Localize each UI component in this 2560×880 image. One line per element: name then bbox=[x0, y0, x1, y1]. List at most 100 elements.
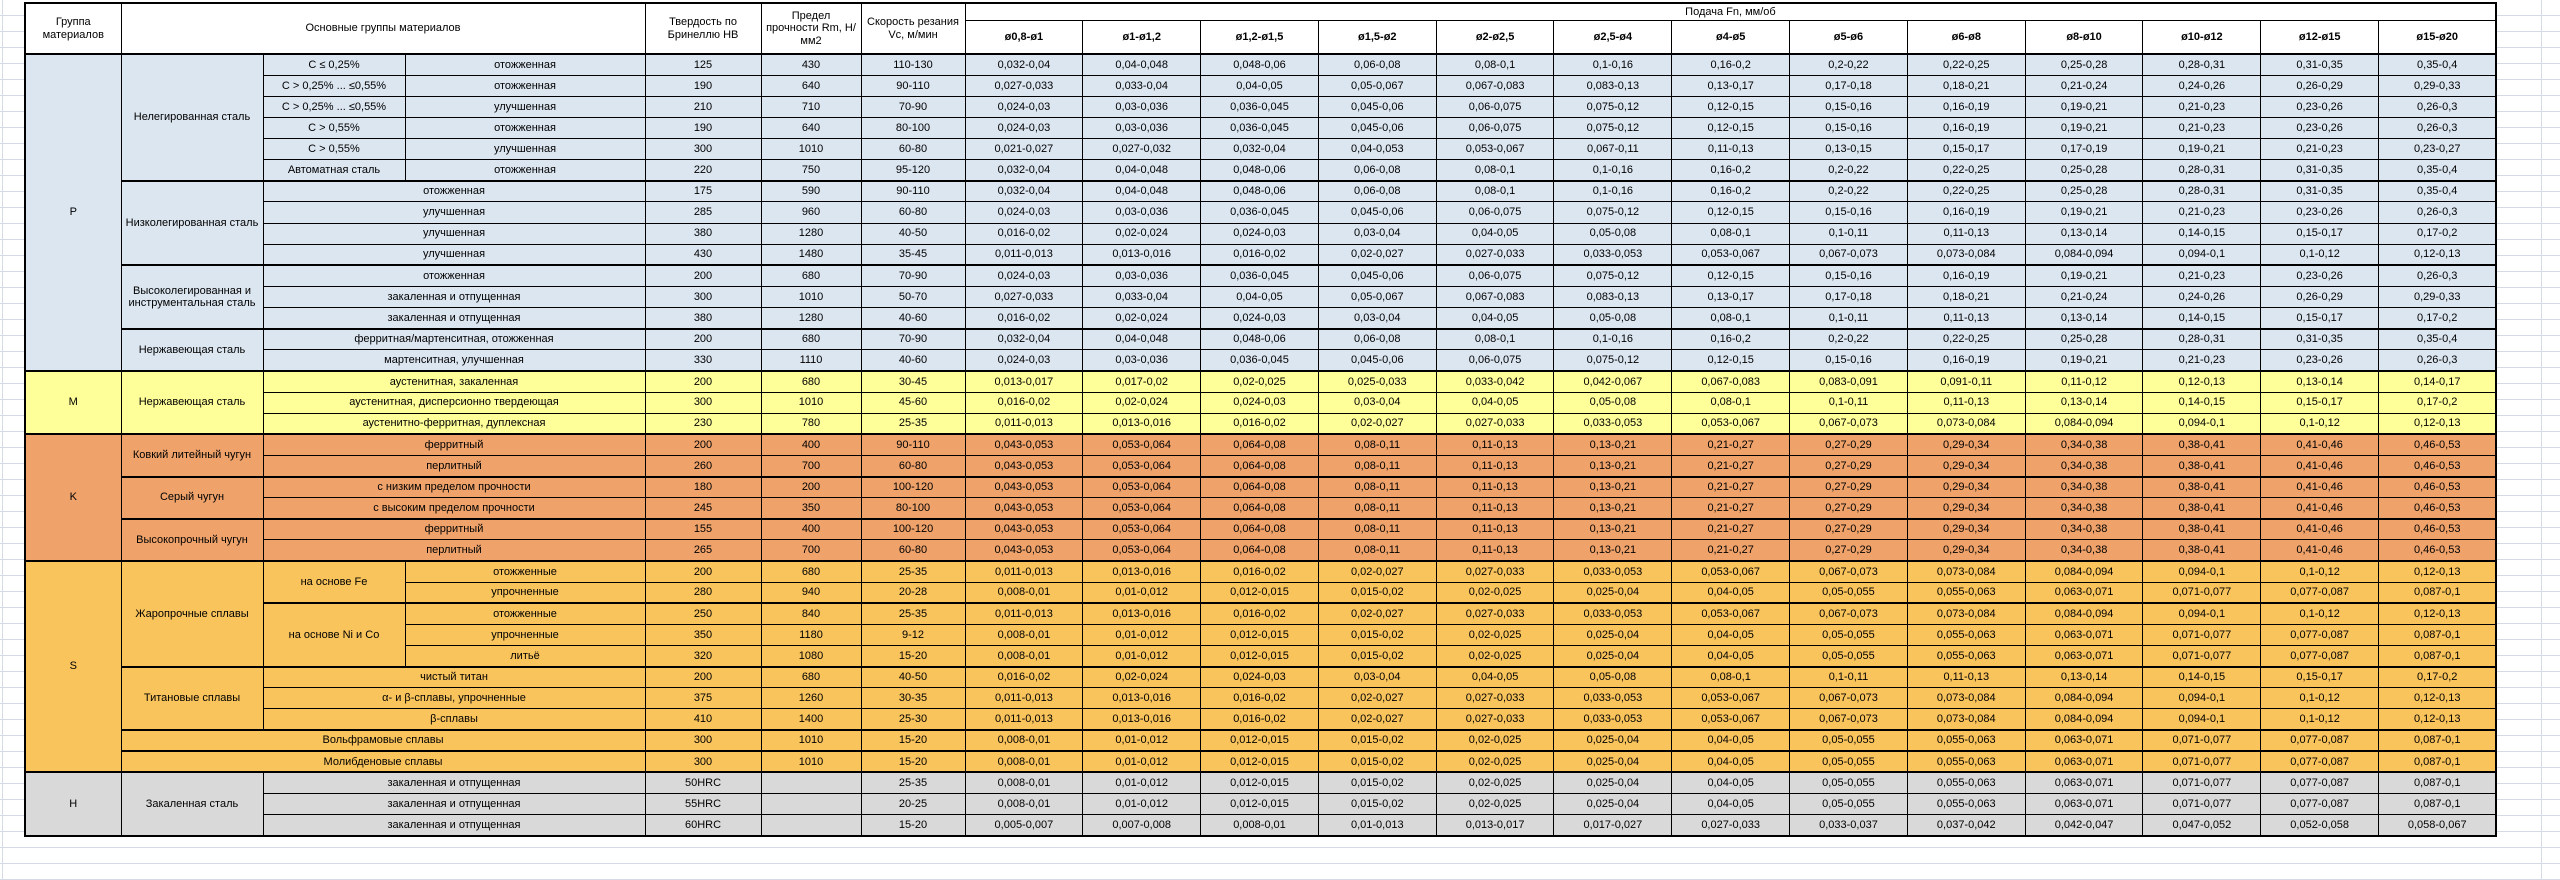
feed-cell[interactable]: 0,063-0,071 bbox=[2024, 771, 2144, 794]
feed-cell[interactable]: 0,073-0,084 bbox=[1906, 602, 2026, 625]
feed-cell[interactable]: 0,027-0,033 bbox=[964, 285, 1084, 309]
feed-cell[interactable]: 0,16-0,19 bbox=[1906, 116, 2026, 140]
feed-cell[interactable]: 0,12-0,15 bbox=[1671, 264, 1791, 287]
speed-cell[interactable]: 100-120 bbox=[860, 517, 966, 541]
feed-cell[interactable]: 0,12-0,15 bbox=[1671, 95, 1791, 118]
feed-cell[interactable]: 0,29-0,33 bbox=[2378, 285, 2497, 309]
feed-cell[interactable]: 0,13-0,21 bbox=[1553, 475, 1673, 499]
speed-cell[interactable]: 60-80 bbox=[860, 201, 966, 224]
strength-cell[interactable]: 1480 bbox=[760, 243, 862, 266]
feed-cell[interactable]: 0,02-0,025 bbox=[1435, 581, 1555, 604]
feed-cell[interactable]: 0,04-0,05 bbox=[1671, 792, 1791, 816]
feed-cell[interactable]: 0,13-0,21 bbox=[1553, 497, 1673, 520]
feed-cell[interactable]: 0,13-0,17 bbox=[1671, 74, 1791, 97]
feed-cell[interactable]: 0,083-0,091 bbox=[1789, 369, 1908, 393]
feed-diameter-col-header[interactable]: ø8-ø10 bbox=[2024, 20, 2144, 55]
condition-cell[interactable]: упрочненные bbox=[404, 623, 646, 647]
feed-cell[interactable]: 0,16-0,19 bbox=[1906, 201, 2026, 224]
feed-cell[interactable]: 0,067-0,073 bbox=[1789, 687, 1908, 710]
feed-cell[interactable]: 0,1-0,12 bbox=[2260, 687, 2380, 710]
feed-cell[interactable]: 0,027-0,032 bbox=[1082, 137, 1202, 161]
feed-cell[interactable]: 0,04-0,05 bbox=[1435, 306, 1555, 330]
strength-cell[interactable]: 1010 bbox=[760, 137, 862, 161]
feed-cell[interactable]: 0,024-0,03 bbox=[1200, 665, 1319, 689]
feed-cell[interactable]: 0,025-0,04 bbox=[1553, 728, 1673, 752]
feed-cell[interactable]: 0,08-0,1 bbox=[1435, 159, 1555, 182]
feed-cell[interactable]: 0,027-0,033 bbox=[1435, 602, 1555, 625]
feed-cell[interactable]: 0,087-0,1 bbox=[2378, 644, 2497, 668]
material-cell[interactable]: Молибденовые сплавы bbox=[120, 750, 646, 773]
feed-cell[interactable]: 0,012-0,015 bbox=[1200, 792, 1319, 816]
feed-cell[interactable]: 0,007-0,008 bbox=[1082, 813, 1202, 837]
hardness-cell[interactable]: 180 bbox=[644, 475, 762, 499]
feed-cell[interactable]: 0,11-0,13 bbox=[1435, 517, 1555, 541]
feed-cell[interactable]: 0,02-0,025 bbox=[1435, 644, 1555, 668]
hardness-cell[interactable]: 230 bbox=[644, 412, 762, 435]
speed-cell[interactable]: 110-130 bbox=[860, 53, 966, 76]
feed-cell[interactable]: 0,094-0,1 bbox=[2142, 708, 2262, 731]
feed-cell[interactable]: 0,1-0,11 bbox=[1789, 222, 1908, 245]
feed-cell[interactable]: 0,38-0,41 bbox=[2142, 497, 2262, 520]
material-cell[interactable]: Нержавеющая сталь bbox=[120, 327, 264, 372]
feed-cell[interactable]: 0,22-0,25 bbox=[1906, 179, 2026, 203]
feed-cell[interactable]: 0,067-0,073 bbox=[1789, 602, 1908, 625]
feed-cell[interactable]: 0,27-0,29 bbox=[1789, 475, 1908, 499]
feed-cell[interactable]: 0,11-0,13 bbox=[1906, 665, 2026, 689]
feed-cell[interactable]: 0,06-0,08 bbox=[1317, 53, 1437, 76]
hardness-cell[interactable]: 190 bbox=[644, 116, 762, 140]
strength-cell[interactable] bbox=[760, 771, 862, 794]
feed-cell[interactable]: 0,1-0,12 bbox=[2260, 412, 2380, 435]
feed-cell[interactable]: 0,067-0,083 bbox=[1435, 285, 1555, 309]
header-feed-title[interactable]: Подача Fn, мм/об bbox=[964, 2, 2497, 21]
feed-cell[interactable]: 0,35-0,4 bbox=[2378, 327, 2497, 351]
feed-cell[interactable]: 0,13-0,21 bbox=[1553, 433, 1673, 456]
feed-cell[interactable]: 0,38-0,41 bbox=[2142, 475, 2262, 499]
feed-cell[interactable]: 0,29-0,34 bbox=[1906, 517, 2026, 541]
feed-cell[interactable]: 0,01-0,013 bbox=[1317, 813, 1437, 837]
feed-cell[interactable]: 0,01-0,012 bbox=[1082, 792, 1202, 816]
strength-cell[interactable]: 1260 bbox=[760, 687, 862, 710]
feed-cell[interactable]: 0,064-0,08 bbox=[1200, 475, 1319, 499]
feed-cell[interactable]: 0,087-0,1 bbox=[2378, 771, 2497, 794]
hardness-cell[interactable]: 190 bbox=[644, 74, 762, 97]
feed-cell[interactable]: 0,075-0,12 bbox=[1553, 201, 1673, 224]
feed-cell[interactable]: 0,19-0,21 bbox=[2024, 201, 2144, 224]
feed-cell[interactable]: 0,055-0,063 bbox=[1906, 623, 2026, 647]
feed-cell[interactable]: 0,033-0,042 bbox=[1435, 369, 1555, 393]
material-cell[interactable]: ферритный bbox=[262, 517, 646, 541]
feed-cell[interactable]: 0,14-0,17 bbox=[2378, 369, 2497, 393]
feed-cell[interactable]: 0,26-0,3 bbox=[2378, 116, 2497, 140]
material-cell[interactable]: Серый чугун bbox=[120, 475, 264, 520]
feed-cell[interactable]: 0,12-0,13 bbox=[2142, 369, 2262, 393]
feed-cell[interactable]: 0,064-0,08 bbox=[1200, 454, 1319, 478]
feed-diameter-col-header[interactable]: ø1,5-ø2 bbox=[1317, 20, 1437, 55]
feed-cell[interactable]: 0,053-0,064 bbox=[1082, 454, 1202, 478]
feed-cell[interactable]: 0,29-0,34 bbox=[1906, 433, 2026, 456]
feed-cell[interactable]: 0,008-0,01 bbox=[964, 771, 1084, 794]
feed-cell[interactable]: 0,05-0,055 bbox=[1789, 771, 1908, 794]
speed-cell[interactable]: 20-25 bbox=[860, 792, 966, 816]
feed-cell[interactable]: 0,13-0,14 bbox=[2024, 306, 2144, 330]
material-cell[interactable]: Титановые сплавы bbox=[120, 665, 264, 731]
feed-cell[interactable]: 0,025-0,033 bbox=[1317, 369, 1437, 393]
feed-cell[interactable]: 0,015-0,02 bbox=[1317, 792, 1437, 816]
strength-cell[interactable]: 680 bbox=[760, 264, 862, 287]
material-cell[interactable]: Высокопрочный чугун bbox=[120, 517, 264, 562]
feed-cell[interactable]: 0,064-0,08 bbox=[1200, 539, 1319, 562]
feed-cell[interactable]: 0,073-0,084 bbox=[1906, 412, 2026, 435]
feed-cell[interactable]: 0,015-0,02 bbox=[1317, 728, 1437, 752]
feed-cell[interactable]: 0,025-0,04 bbox=[1553, 644, 1673, 668]
strength-cell[interactable]: 960 bbox=[760, 201, 862, 224]
speed-cell[interactable]: 15-20 bbox=[860, 813, 966, 837]
feed-cell[interactable]: 0,027-0,033 bbox=[1435, 708, 1555, 731]
hardness-cell[interactable]: 350 bbox=[644, 623, 762, 647]
feed-cell[interactable]: 0,012-0,015 bbox=[1200, 581, 1319, 604]
feed-cell[interactable]: 0,045-0,06 bbox=[1317, 264, 1437, 287]
feed-cell[interactable]: 0,06-0,075 bbox=[1435, 201, 1555, 224]
feed-cell[interactable]: 0,015-0,02 bbox=[1317, 623, 1437, 647]
feed-cell[interactable]: 0,053-0,067 bbox=[1435, 137, 1555, 161]
hardness-cell[interactable]: 155 bbox=[644, 517, 762, 541]
feed-cell[interactable]: 0,071-0,077 bbox=[2142, 792, 2262, 816]
feed-cell[interactable]: 0,19-0,21 bbox=[2024, 349, 2144, 372]
feed-cell[interactable]: 0,2-0,22 bbox=[1789, 53, 1908, 76]
